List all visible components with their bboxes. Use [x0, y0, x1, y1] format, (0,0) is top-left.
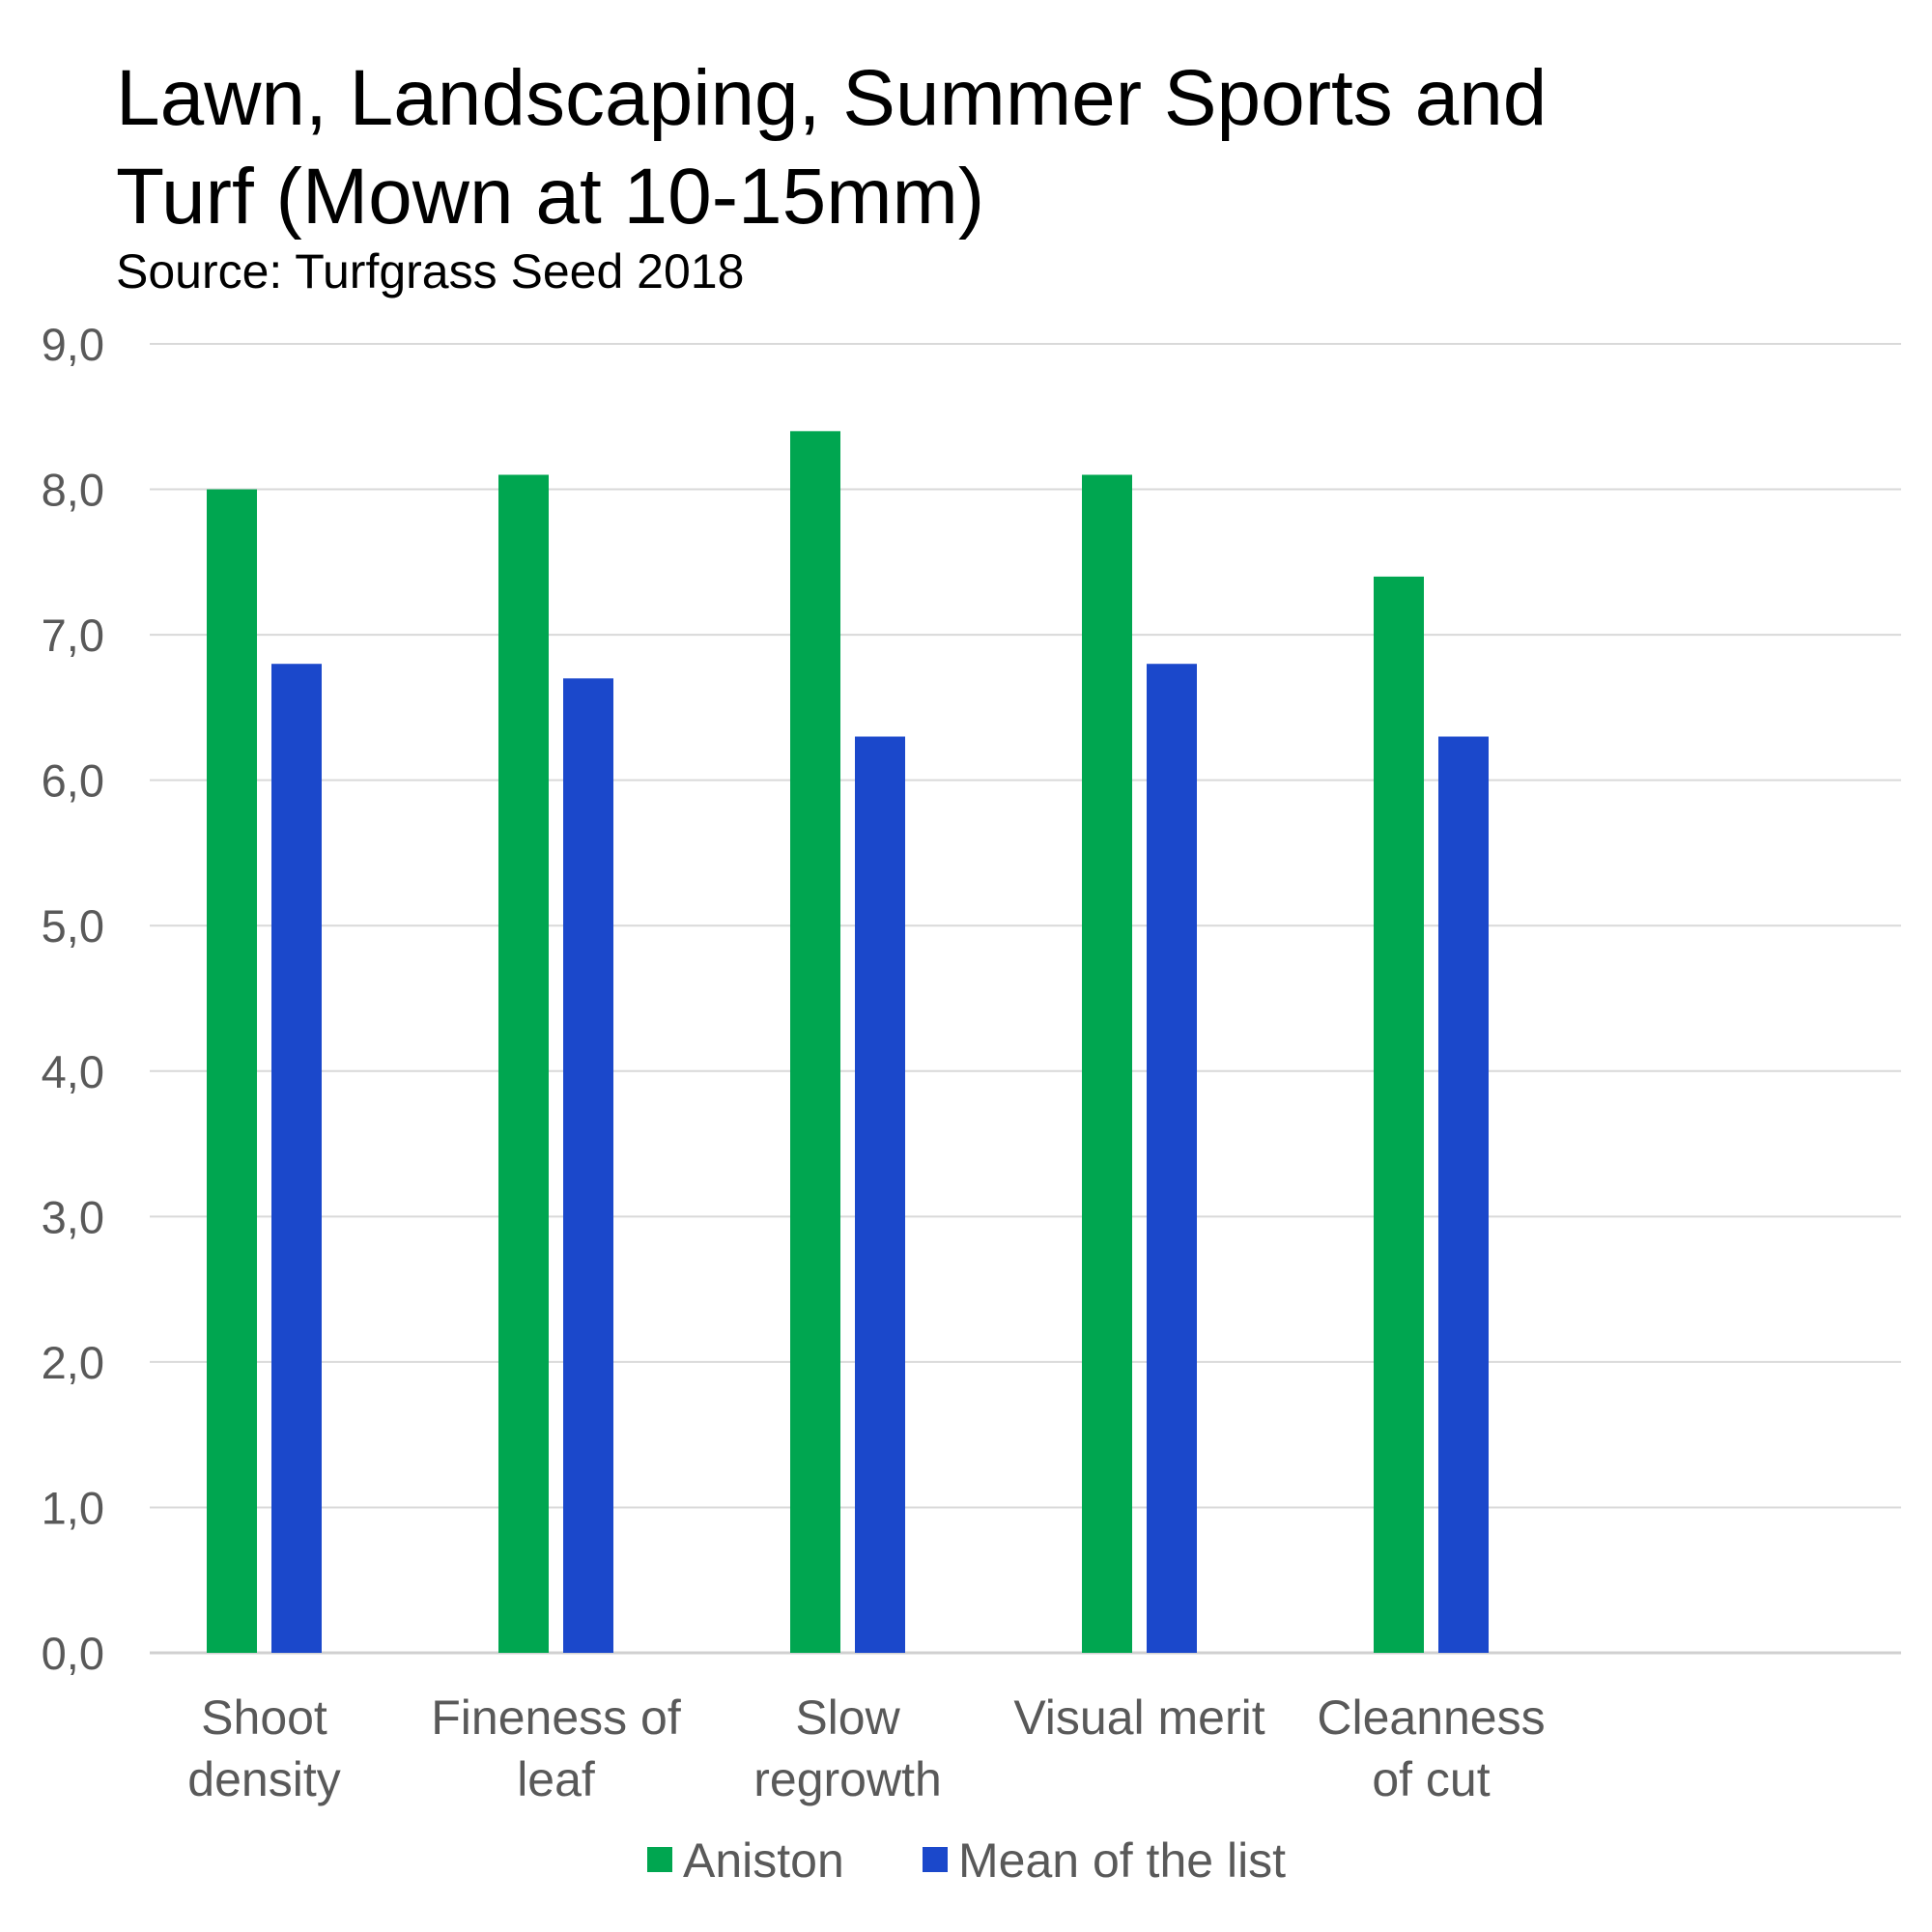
- bar-mean-4: [1438, 736, 1489, 1653]
- y-tick-label: 8,0: [42, 465, 104, 516]
- y-tick-label: 2,0: [42, 1337, 104, 1388]
- bar-mean-0: [271, 664, 322, 1653]
- y-tick-label: 4,0: [42, 1046, 104, 1097]
- bar-aniston-1: [498, 474, 549, 1653]
- x-category-label: of cut: [1372, 1752, 1490, 1806]
- y-tick-label: 6,0: [42, 755, 104, 807]
- chart-title-line-1: Lawn, Landscaping, Summer Sports and: [116, 54, 1548, 142]
- y-tick-label: 3,0: [42, 1191, 104, 1242]
- bar-mean-1: [563, 678, 613, 1653]
- y-tick-label: 1,0: [42, 1482, 104, 1533]
- x-category-label: Fineness of: [431, 1690, 681, 1745]
- y-tick-label: 0,0: [42, 1628, 104, 1679]
- x-category-label: regrowth: [753, 1752, 942, 1806]
- bar-aniston-0: [207, 489, 257, 1653]
- chart-title-line-2: Turf (Mown at 10-15mm): [116, 153, 985, 241]
- y-tick-label: 9,0: [42, 319, 104, 370]
- bar-aniston-3: [1082, 474, 1132, 1653]
- legend-label-mean: Mean of the list: [958, 1833, 1286, 1888]
- legend-swatch-mean: [923, 1847, 948, 1872]
- x-category-label: Slow: [795, 1690, 900, 1745]
- legend-label-aniston: Aniston: [683, 1833, 844, 1888]
- x-category-label: density: [187, 1752, 340, 1806]
- bar-mean-2: [855, 736, 905, 1653]
- bar-aniston-4: [1374, 576, 1424, 1653]
- legend-swatch-aniston: [647, 1847, 672, 1872]
- y-tick-label: 5,0: [42, 900, 104, 952]
- bar-mean-3: [1147, 664, 1197, 1653]
- x-category-label: Visual merit: [1013, 1690, 1264, 1745]
- x-category-label: Shoot: [201, 1690, 327, 1745]
- x-category-label: Cleanness: [1317, 1690, 1545, 1745]
- chart-subtitle: Source: Turfgrass Seed 2018: [116, 244, 745, 298]
- y-tick-label: 7,0: [42, 610, 104, 661]
- bar-aniston-2: [790, 431, 840, 1653]
- x-category-label: leaf: [517, 1752, 595, 1806]
